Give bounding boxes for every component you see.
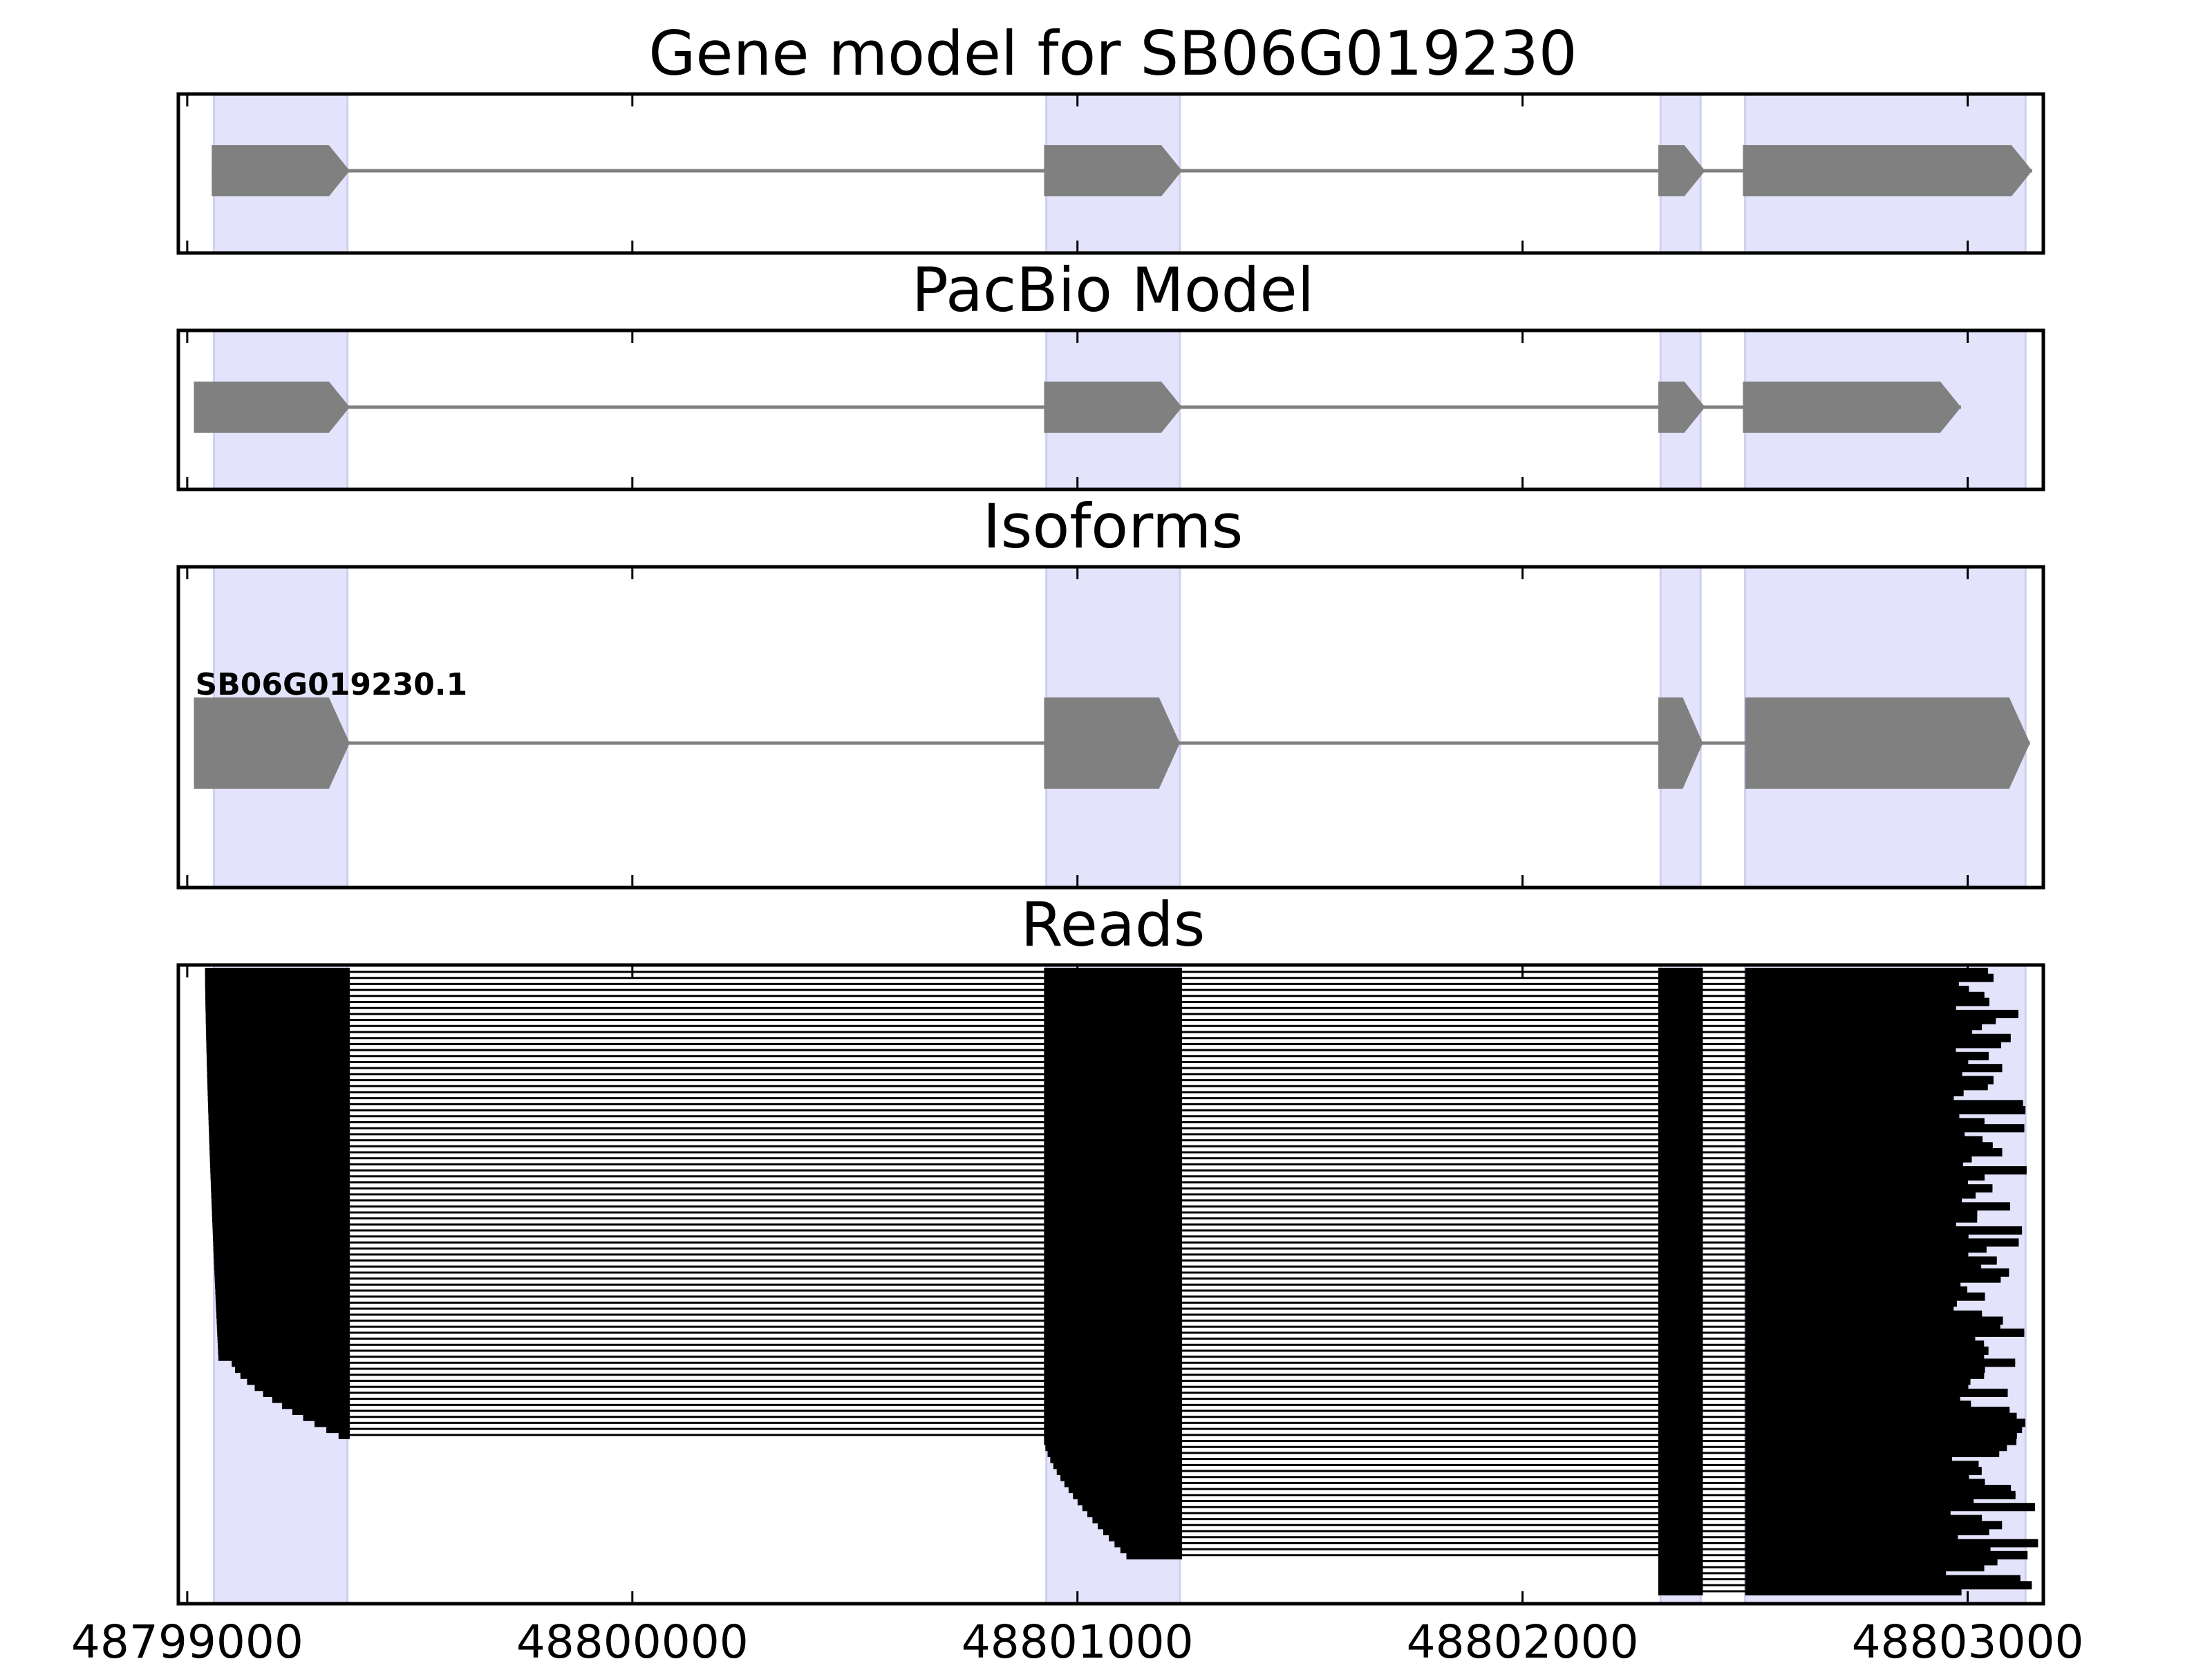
panel-title-pacbio-model: PacBio Model: [912, 254, 1314, 326]
read-block: [1745, 1412, 2017, 1421]
exon-4: [1745, 697, 2030, 789]
read-block: [1044, 1412, 1183, 1421]
read-block: [1745, 1587, 1962, 1595]
isoform-label: SB06G019230.1: [196, 667, 468, 702]
x-tick-label: 48803000: [1852, 1615, 2084, 1659]
panel-title-reads: Reads: [1021, 889, 1206, 960]
read: [303, 1412, 2017, 1421]
read-block: [1658, 1587, 1703, 1595]
read: [1658, 1587, 1962, 1595]
exon-1: [212, 145, 350, 196]
x-axis: 48799000 48800000 48801000 48802000 48803000: [71, 1615, 2084, 1659]
exon-3: [1658, 382, 1705, 433]
plot-frame: [176, 565, 2045, 890]
exon-3: [1658, 697, 1703, 789]
plot-frame: [176, 328, 2045, 491]
panel-isoforms: Isoforms SB06G019230.1: [176, 491, 2045, 890]
panel-pacbio-model: PacBio Model: [176, 254, 2045, 491]
read-block: [338, 1430, 350, 1439]
exon-4: [1743, 382, 1961, 433]
panel-gene-model: Gene model for SB06G019230: [176, 18, 2045, 255]
exon-1: [194, 382, 350, 433]
read-block: [1126, 1550, 1183, 1559]
x-tick-label: 48799000: [71, 1615, 303, 1659]
plot-frame: [176, 963, 2045, 1606]
exon-3: [1658, 145, 1705, 196]
read-block: [1658, 1412, 1703, 1421]
exon-4: [1743, 145, 2032, 196]
x-tick-label: 48801000: [962, 1615, 1194, 1659]
exon-2: [1044, 145, 1183, 196]
x-tick-label: 48800000: [516, 1615, 749, 1659]
exon-2: [1044, 697, 1180, 789]
panel-title-isoforms: Isoforms: [983, 491, 1244, 562]
x-tick-label: 48802000: [1407, 1615, 1639, 1659]
plot-frame: [176, 92, 2045, 255]
exon-1: [194, 697, 350, 789]
read: [207, 1064, 2003, 1073]
read-block: [303, 1412, 350, 1421]
panel-title-gene-model: Gene model for SB06G019230: [648, 18, 1577, 89]
panel-reads: Reads: [176, 889, 2045, 1606]
exon-2: [1044, 382, 1183, 433]
